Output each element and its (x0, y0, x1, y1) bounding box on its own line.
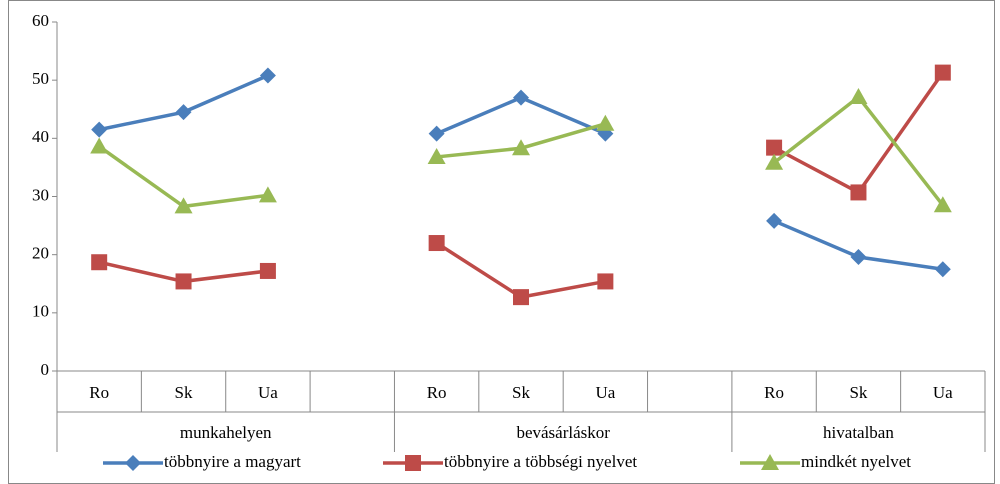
marker-diamond (934, 261, 951, 278)
marker-square (428, 235, 445, 252)
marker-triangle (761, 454, 779, 470)
marker-diamond (597, 125, 614, 142)
marker-diamond (91, 121, 108, 138)
x-tick-label: Ua (595, 383, 615, 402)
marker-diamond (125, 455, 141, 471)
marker-square (850, 184, 867, 201)
y-tick-label: 40 (32, 127, 49, 146)
marker-triangle (765, 153, 784, 170)
marker-triangle (90, 137, 109, 154)
marker-diamond (513, 89, 529, 106)
x-tick-label: Ro (764, 383, 784, 402)
marker-diamond (259, 67, 276, 84)
x-tick-label: Ro (427, 383, 447, 402)
marker-triangle (933, 196, 952, 213)
y-tick-label: 0 (41, 360, 50, 379)
marker-triangle (427, 147, 446, 164)
legend-label: többnyire a többségi nyelvet (444, 452, 637, 471)
marker-square (597, 273, 614, 290)
marker-triangle (849, 88, 868, 105)
marker-triangle (596, 114, 615, 131)
group-label: munkahelyen (180, 423, 272, 442)
legend-label: mindkét nyelvet (801, 452, 911, 471)
y-tick-label: 60 (32, 11, 49, 30)
x-tick-label: Sk (849, 383, 867, 402)
y-tick-label: 30 (32, 185, 49, 204)
marker-triangle (174, 197, 193, 214)
group-label: bevásárláskor (516, 423, 610, 442)
x-tick-label: Sk (175, 383, 193, 402)
chart-border (8, 0, 995, 484)
marker-diamond (175, 104, 192, 121)
marker-square (513, 289, 529, 306)
marker-square (766, 139, 783, 156)
legend-label: többnyire a magyart (164, 452, 301, 471)
marker-square (934, 64, 951, 81)
x-tick-label: Ua (258, 383, 278, 402)
group-label: hivatalban (823, 423, 894, 442)
marker-square (175, 273, 192, 290)
x-tick-label: Sk (512, 383, 530, 402)
series-line (98, 71, 945, 299)
marker-diamond (766, 212, 783, 229)
x-tick-label: Ua (933, 383, 953, 402)
marker-diamond (428, 125, 445, 142)
marker-square (91, 254, 108, 271)
marker-triangle (258, 186, 277, 203)
marker-triangle (512, 139, 530, 156)
marker-square (259, 262, 276, 279)
y-tick-label: 20 (32, 244, 49, 263)
y-tick-label: 50 (32, 69, 49, 88)
y-tick-label: 10 (32, 302, 49, 321)
marker-diamond (850, 248, 867, 265)
x-tick-label: Ro (89, 383, 109, 402)
marker-square (405, 455, 421, 471)
